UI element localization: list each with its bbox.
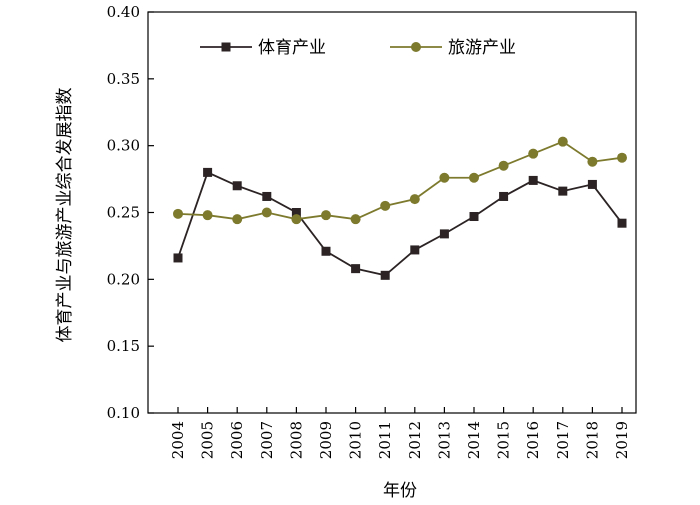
x-axis-title: 年份 [383, 481, 417, 501]
data-point [499, 191, 509, 201]
y-tick-label: 0.10 [107, 404, 140, 422]
data-point [173, 208, 183, 219]
plot-frame [147, 11, 637, 414]
x-tick-label: 2004 [169, 421, 187, 459]
x-tick-label: 2018 [583, 421, 601, 459]
legend-label: 旅游产业 [448, 38, 516, 58]
y-tick-label: 0.35 [107, 70, 140, 88]
series-1 [173, 167, 627, 280]
data-point [558, 186, 568, 196]
data-point [439, 172, 450, 183]
series-2 [173, 136, 627, 225]
data-point [409, 194, 420, 205]
data-point [469, 172, 479, 183]
legend-marker [411, 42, 421, 52]
legend-item-2: 旅游产业 [390, 38, 516, 58]
data-point [261, 207, 272, 218]
x-tick-label: 2007 [258, 421, 276, 459]
data-point [498, 160, 509, 171]
data-point [587, 179, 597, 189]
data-point [439, 229, 449, 239]
y-tick-label: 0.15 [107, 337, 140, 355]
x-tick-label: 2012 [406, 421, 424, 459]
legend-item-1: 体育产业 [200, 38, 326, 58]
data-point [202, 210, 213, 221]
data-point [587, 156, 598, 167]
x-tick-label: 2006 [228, 421, 246, 459]
data-point [528, 148, 539, 159]
x-tick-label: 2010 [347, 421, 365, 459]
x-tick-label: 2019 [613, 421, 631, 459]
data-point [321, 210, 331, 221]
x-tick-label: 2013 [435, 421, 453, 459]
legend: 体育产业 旅游产业 [200, 38, 516, 58]
data-point [528, 175, 538, 185]
x-tick-label: 2009 [317, 421, 335, 459]
x-tick-label: 2008 [287, 421, 305, 459]
x-tick-label: 2016 [524, 421, 542, 459]
legend-label: 体育产业 [258, 38, 326, 58]
data-point [380, 270, 390, 280]
data-point [617, 152, 627, 163]
series-line [177, 171, 623, 277]
data-point [350, 214, 361, 225]
y-tick-label: 0.25 [107, 204, 140, 222]
data-point [617, 218, 627, 228]
data-point [173, 253, 183, 263]
x-tick-label: 2005 [199, 421, 217, 459]
y-tick-label: 0.20 [107, 270, 140, 288]
data-point [262, 191, 272, 201]
data-point [557, 136, 568, 147]
series-line [177, 140, 623, 221]
data-point [351, 264, 361, 274]
data-point [291, 214, 302, 225]
x-tick-label: 2017 [554, 421, 572, 459]
data-point [321, 246, 331, 256]
y-tick-label: 0.40 [107, 3, 140, 21]
data-point [203, 167, 213, 177]
x-tick-label: 2011 [376, 421, 394, 459]
data-point [410, 245, 420, 255]
x-tick-label: 2014 [465, 421, 483, 459]
series [173, 136, 627, 280]
y-axis-title: 体育产业与旅游产业综合发展指数 [55, 88, 75, 343]
ticks: 0.10 0.15 0.20 0.25 0.30 0.35 0.40 2004 2005 2006… [107, 3, 631, 459]
data-point [232, 181, 242, 191]
x-tick-label: 2015 [495, 421, 513, 459]
data-point [469, 212, 479, 222]
legend-marker [221, 42, 231, 52]
data-point [232, 214, 243, 225]
data-point [291, 208, 301, 217]
data-point [380, 200, 391, 211]
axes [147, 11, 637, 414]
y-tick-label: 0.30 [107, 137, 140, 155]
